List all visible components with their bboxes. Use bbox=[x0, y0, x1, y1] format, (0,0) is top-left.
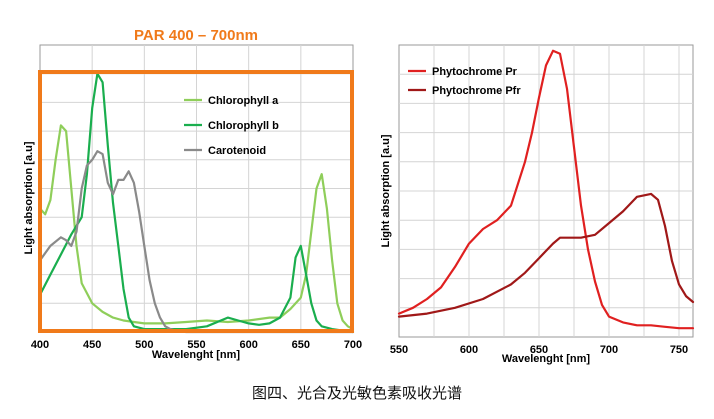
x-axis-label-right: Wavelenght [nm] bbox=[502, 353, 591, 365]
x-tick-label: 650 bbox=[292, 339, 310, 351]
legend-label-chlorophyll-a: Chlorophyll a bbox=[208, 95, 279, 107]
par-band-label: PAR 400 – 700nm bbox=[134, 27, 258, 44]
figure-caption: 图四、光合及光敏色素吸收光谱 bbox=[251, 384, 462, 402]
x-ticks-left: 400 450 500 550 600 650 700 bbox=[31, 339, 362, 351]
x-tick-label: 700 bbox=[600, 344, 618, 356]
x-ticks-right: 550 600 650 700 750 bbox=[390, 344, 688, 356]
x-tick-label: 550 bbox=[390, 344, 408, 356]
par-band-box bbox=[38, 70, 354, 333]
chart-left: PAR 400 – 700nm 400 450 500 550 600 650 700 Wa… bbox=[23, 27, 362, 361]
x-tick-label: 600 bbox=[239, 339, 257, 351]
x-tick-label: 750 bbox=[670, 344, 688, 356]
x-tick-label: 450 bbox=[83, 339, 101, 351]
x-axis-label-left: Wavelenght [nm] bbox=[152, 349, 241, 361]
y-axis-label-right: Light absorption [a.u] bbox=[380, 134, 392, 247]
legend-label-carotenoid: Carotenoid bbox=[208, 145, 266, 157]
chart-right: 550 600 650 700 750 Wavelenght [nm] Light ab… bbox=[380, 44, 695, 365]
figure: PAR 400 – 700nm 400 450 500 550 600 650 700 Wa… bbox=[23, 27, 695, 365]
legend-label-phytochrome-pfr: Phytochrome Pfr bbox=[432, 85, 521, 97]
legend-left: Chlorophyll a Chlorophyll b Carotenoid bbox=[184, 95, 279, 157]
series-lines-right bbox=[397, 49, 695, 330]
x-tick-label: 600 bbox=[460, 344, 478, 356]
series-line-phytochrome-pr bbox=[397, 49, 695, 330]
x-tick-label: 400 bbox=[31, 339, 49, 351]
series-line-phytochrome-pfr bbox=[397, 192, 695, 318]
legend-label-chlorophyll-b: Chlorophyll b bbox=[208, 120, 279, 132]
x-tick-label: 650 bbox=[530, 344, 548, 356]
x-tick-label: 500 bbox=[135, 339, 153, 351]
x-tick-label: 550 bbox=[187, 339, 205, 351]
x-tick-label: 700 bbox=[344, 339, 362, 351]
y-axis-label-left: Light absorption [a.u] bbox=[23, 141, 35, 254]
series-line-chlorophyll-a bbox=[38, 124, 355, 331]
legend-right: Phytochrome Pr Phytochrome Pfr bbox=[408, 66, 521, 97]
legend-label-phytochrome-pr: Phytochrome Pr bbox=[432, 66, 518, 78]
